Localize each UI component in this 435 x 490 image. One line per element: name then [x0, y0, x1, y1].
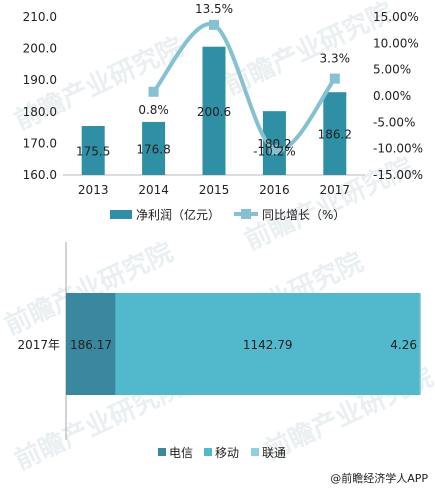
right-tick-label: 5.00% [373, 63, 411, 77]
right-tick-label: -10.00% [373, 142, 423, 156]
segment-label: 186.17 [70, 338, 112, 352]
legend-label-growth: 同比增长（%） [262, 208, 345, 222]
profit-bar-labels: 175.5 176.8 200.6 180.2 186.2 [76, 105, 352, 159]
legend-swatch-growth-marker [241, 209, 251, 219]
segment-label: 1142.79 [243, 338, 293, 352]
profit-bar [142, 121, 166, 175]
growth-line-path [152, 22, 337, 153]
x-tick-label: 2016 [259, 183, 290, 197]
growth-point-labels: 0.8% 13.5% -10.2% 3.3% [138, 2, 350, 159]
right-tick-label: -5.00% [373, 115, 415, 129]
growth-point-label: -10.2% [253, 145, 295, 159]
x-tick-label: 2017 [320, 183, 351, 197]
x-axis-ticks: 2013 2014 2015 2016 2017 [78, 183, 350, 197]
profit-bar [323, 92, 347, 175]
x-tick-label: 2013 [78, 183, 109, 197]
segment-labels: 186.17 1142.79 4.26 [70, 338, 417, 352]
legend-label-profit: 净利润（亿元） [136, 207, 220, 222]
top-legend: 净利润（亿元） 同比增长（%） [110, 207, 345, 222]
growth-line [148, 19, 340, 155]
segment-label: 4.26 [390, 338, 417, 352]
profit-bar-label: 200.6 [197, 105, 231, 119]
growth-marker [148, 86, 159, 97]
right-tick-label: 0.00% [373, 89, 411, 103]
legend-swatch-2 [251, 448, 259, 456]
profit-bar [81, 126, 105, 175]
source-credit: @前瞻经济学人APP [330, 471, 428, 485]
legend-label-0: 电信 [169, 446, 193, 460]
right-tick-label: 10.00% [373, 36, 419, 50]
growth-marker [269, 144, 280, 155]
legend-swatch-profit [110, 210, 132, 219]
left-tick-label: 170.0 [23, 136, 57, 150]
growth-point-label: 0.8% [138, 103, 169, 117]
left-tick-label: 200.0 [23, 42, 57, 56]
segment-2 [419, 293, 421, 395]
bottom-legend: 电信 移动 联通 [158, 446, 286, 460]
growth-marker [329, 73, 340, 84]
profit-bar-label: 175.5 [76, 145, 110, 159]
right-tick-label: -15.00% [373, 168, 423, 182]
profit-bar-label: 176.8 [136, 142, 170, 156]
legend-swatch-0 [158, 448, 166, 456]
bottom-stacked-chart: 186.17 1142.79 4.26 2017年 电信 移动 联通 [17, 242, 421, 460]
segment-1 [115, 293, 420, 395]
left-tick-label: 190.0 [23, 73, 57, 87]
x-tick-label: 2015 [199, 183, 230, 197]
profit-bar-label: 180.2 [257, 137, 291, 151]
left-tick-label: 160.0 [23, 168, 57, 182]
right-axis-ticks: -15.00% -10.00% -5.00% 0.00% 5.00% 10.00% 15.0… [373, 10, 423, 182]
legend-swatch-1 [204, 448, 212, 456]
growth-marker [209, 19, 219, 30]
profit-bars [81, 46, 347, 176]
stacked-segments [66, 293, 421, 395]
right-tick-label: 15.00% [373, 10, 419, 24]
left-axis-ticks: 160.0 170.0 180.0 190.0 200.0 210.0 [23, 10, 57, 182]
legend-label-2: 联通 [262, 446, 286, 460]
segment-0 [66, 293, 116, 395]
left-tick-label: 180.0 [23, 105, 57, 119]
watermark-text: 前瞻产业研究院 [220, 0, 398, 101]
legend-label-1: 移动 [215, 446, 239, 460]
growth-point-label: 13.5% [195, 2, 233, 16]
growth-point-label: 3.3% [320, 52, 351, 66]
profit-bar [202, 46, 226, 176]
x-tick-label: 2014 [138, 183, 169, 197]
profit-bar-label: 186.2 [318, 128, 352, 142]
category-label: 2017年 [17, 338, 60, 352]
left-tick-label: 210.0 [23, 10, 57, 24]
profit-bar [262, 111, 286, 175]
